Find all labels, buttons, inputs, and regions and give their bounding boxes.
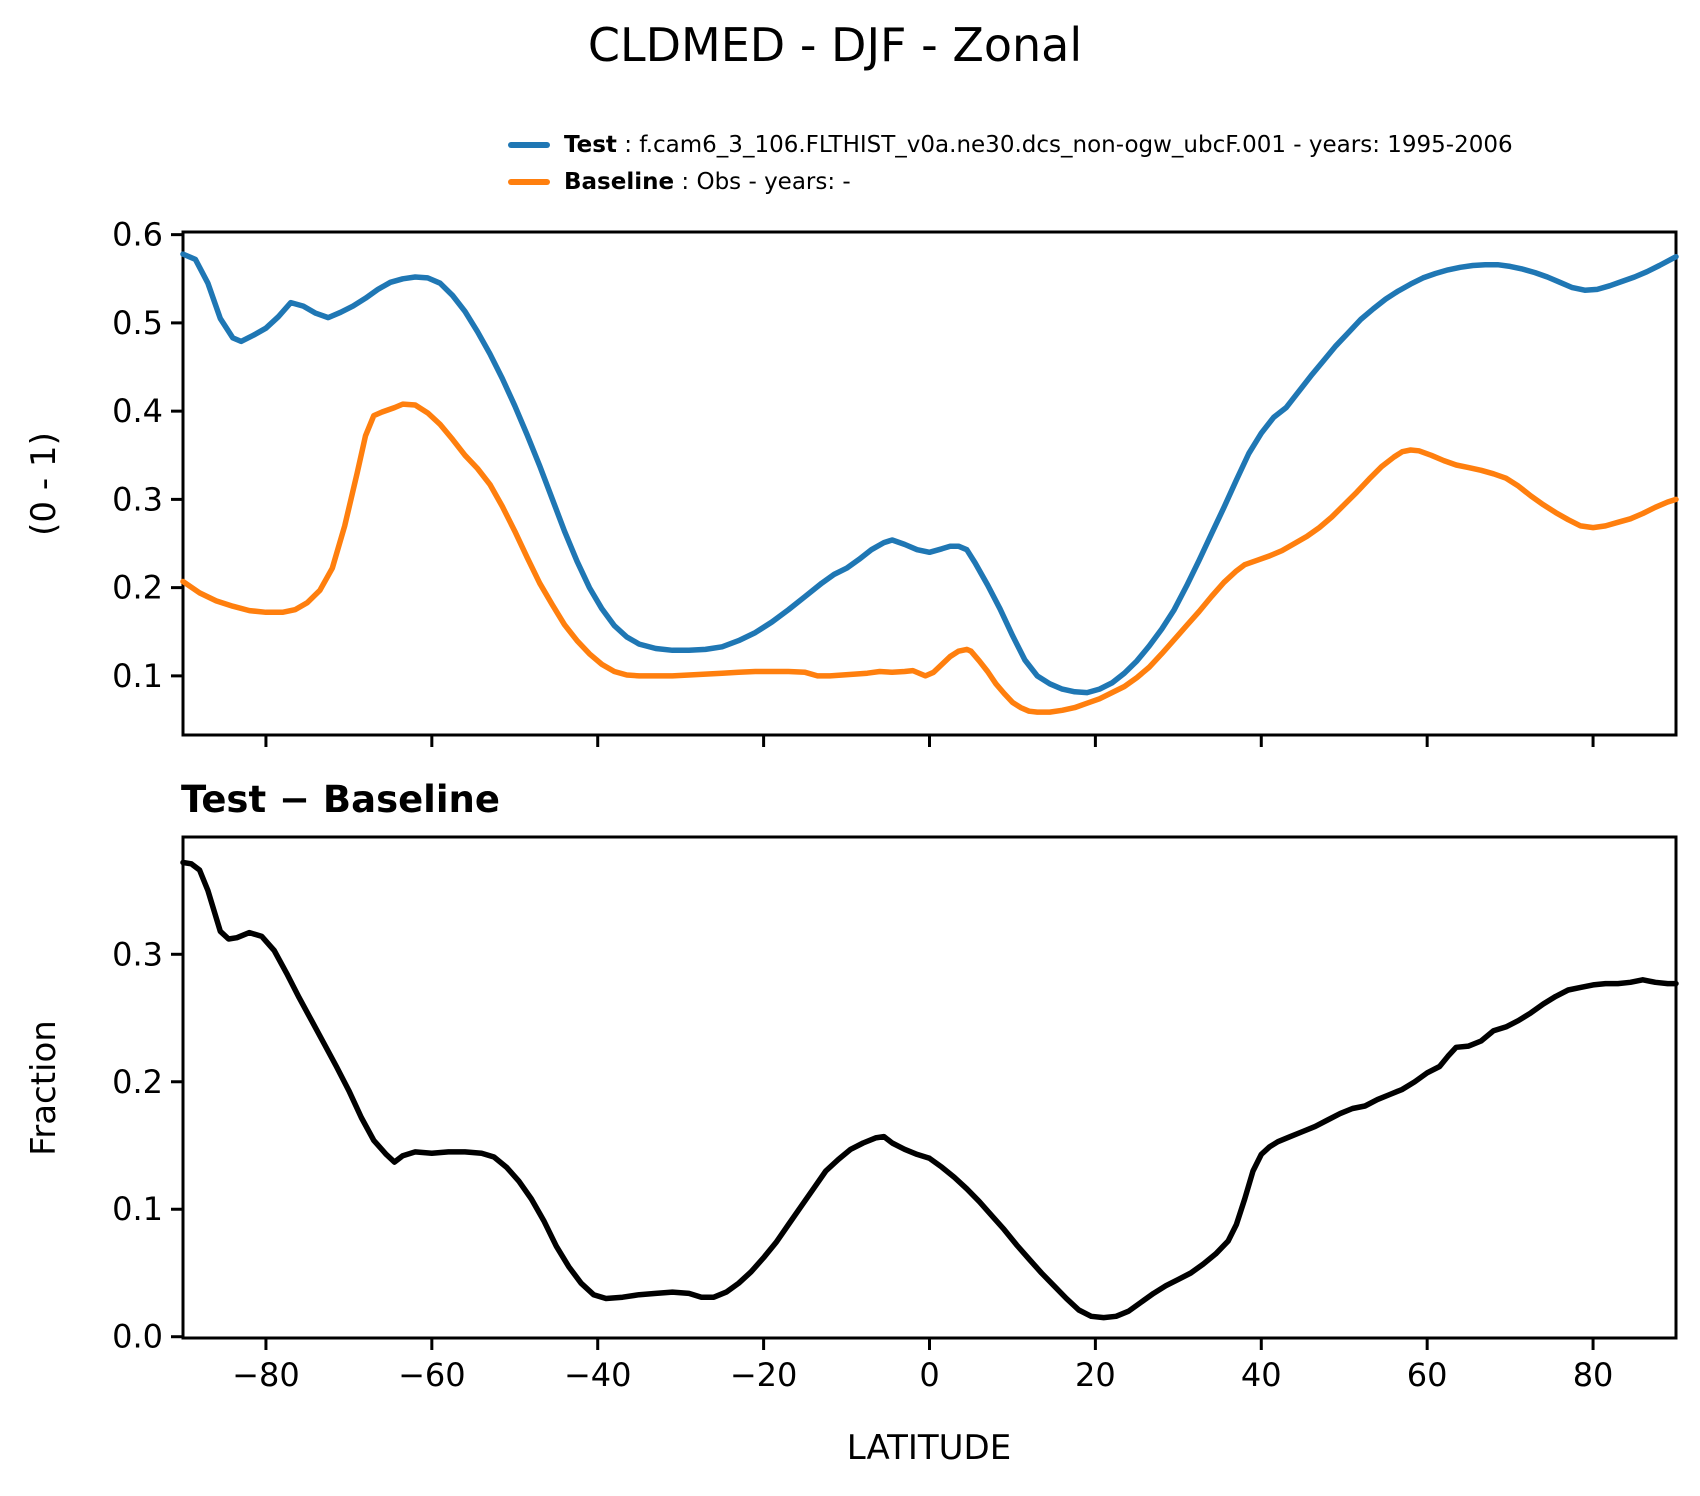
y-tick-label: 0.6: [112, 216, 163, 254]
x-axis-label: LATITUDE: [846, 1428, 1012, 1468]
y-tick-label: 0.0: [112, 1318, 163, 1356]
legend-test-text: Test : f.cam6_3_106.FLTHIST_v0a.ne30.dcs…: [564, 131, 1513, 158]
bottom-y-axis-label: Fraction: [24, 1020, 64, 1156]
difference-panel-title: Test − Baseline: [181, 778, 500, 821]
y-tick-label: 0.2: [112, 1063, 163, 1101]
curve-baseline: [180, 401, 1679, 715]
legend-item-test: Test : f.cam6_3_106.FLTHIST_v0a.ne30.dcs…: [508, 126, 1513, 163]
test-line-swatch: [508, 141, 550, 148]
curve-test: [180, 251, 1679, 696]
x-tick-label: −60: [398, 1356, 466, 1394]
axes-box-panel1: [181, 230, 1678, 737]
legend: Test : f.cam6_3_106.FLTHIST_v0a.ne30.dcs…: [508, 126, 1513, 200]
y-tick-label: 0.3: [112, 935, 163, 973]
baseline-line-swatch: [508, 178, 550, 185]
axes-box-panel2: [181, 835, 1678, 1340]
x-tick-label: 60: [1407, 1356, 1448, 1394]
y-tick-label: 0.1: [112, 1190, 163, 1228]
curve-test-minus-baseline: [180, 859, 1679, 1321]
x-tick-label: −20: [730, 1356, 798, 1394]
x-tick-label: −80: [232, 1356, 300, 1394]
x-tick-label: 40: [1241, 1356, 1282, 1394]
y-tick-label: 0.5: [112, 304, 163, 342]
x-tick-label: 20: [1075, 1356, 1116, 1394]
legend-baseline-text: Baseline : Obs - years: -: [564, 168, 851, 195]
x-tick-label: −40: [564, 1356, 632, 1394]
x-tick-label: 0: [919, 1356, 939, 1394]
top-y-axis-label: (0 - 1): [24, 432, 64, 536]
y-tick-label: 0.2: [112, 569, 163, 607]
legend-item-baseline: Baseline : Obs - years: -: [508, 163, 1513, 200]
x-tick-label: 80: [1573, 1356, 1614, 1394]
y-tick-label: 0.3: [112, 480, 163, 518]
y-tick-label: 0.1: [112, 657, 163, 695]
chart-title: CLDMED - DJF - Zonal: [587, 18, 1083, 72]
y-tick-label: 0.4: [112, 392, 163, 430]
